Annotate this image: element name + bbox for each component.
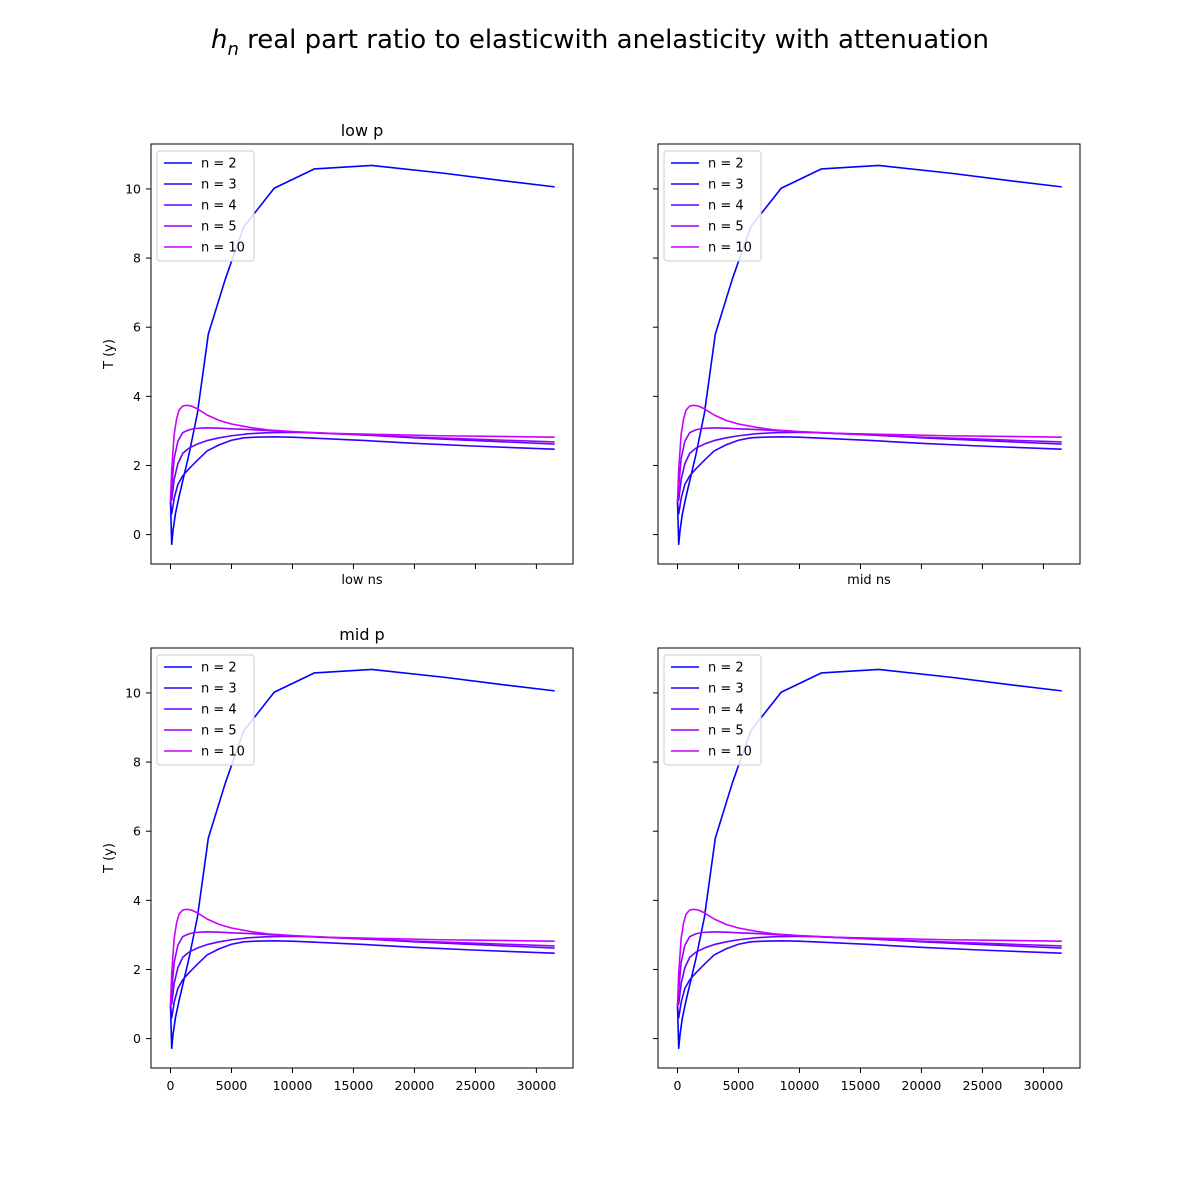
x-tick-label: 5000 bbox=[723, 1078, 755, 1093]
figure-title-subscript: n bbox=[227, 39, 238, 60]
legend: n = 2 n = 3 n = 4 n = 5 n = 10 bbox=[156, 150, 255, 262]
series-line-1 bbox=[169, 164, 555, 546]
legend-label: n = 10 bbox=[708, 745, 752, 760]
series-line-3 bbox=[676, 431, 1062, 503]
x-tick-label: 0 bbox=[674, 1078, 682, 1093]
x-tick-label: 20000 bbox=[902, 1078, 942, 1093]
legend-label: n = 2 bbox=[201, 157, 237, 172]
legend-label: n = 3 bbox=[708, 682, 744, 697]
y-tick-label: 8 bbox=[133, 755, 141, 770]
legend-label: n = 2 bbox=[708, 157, 744, 172]
x-axis-label: low ns bbox=[341, 573, 383, 588]
legend-label: n = 2 bbox=[708, 661, 744, 676]
y-tick-label: 2 bbox=[133, 962, 141, 977]
legend: n = 2 n = 3 n = 4 n = 5 n = 10 bbox=[663, 150, 762, 262]
legend-label: n = 4 bbox=[708, 199, 744, 214]
series-line-1 bbox=[676, 668, 1062, 1050]
legend-label: n = 10 bbox=[201, 241, 245, 256]
y-axis-label: T (y) bbox=[102, 339, 117, 370]
x-tick-label: 15000 bbox=[841, 1078, 881, 1093]
subplot-3: 0 5000 10000 15000 20000 25000 30000 0 2 4 6 8 10 mid… bbox=[102, 625, 574, 1093]
subplot-2: mid ns n = 2 n = 3 n = 4 n = 5 n = 10 bbox=[653, 143, 1081, 588]
subplot-title: mid p bbox=[339, 625, 384, 644]
series-line-2 bbox=[676, 939, 1062, 1019]
y-tick-label: 10 bbox=[125, 685, 141, 700]
series-line-3 bbox=[676, 935, 1062, 1007]
series-line-4 bbox=[169, 930, 555, 1006]
y-tick-label: 6 bbox=[133, 824, 141, 839]
legend-box bbox=[156, 150, 255, 262]
legend-label: n = 4 bbox=[708, 703, 744, 718]
legend-label: n = 3 bbox=[201, 178, 237, 193]
legend-label: n = 4 bbox=[201, 703, 237, 718]
plot-area bbox=[676, 668, 1062, 1050]
x-tick-label: 15000 bbox=[334, 1078, 374, 1093]
x-tick-label: 10000 bbox=[273, 1078, 313, 1093]
series-line-2 bbox=[169, 435, 555, 515]
figure-title-symbol: h bbox=[211, 25, 227, 55]
subplot-title: low p bbox=[341, 121, 384, 140]
series-line-1 bbox=[676, 164, 1062, 546]
legend-label: n = 5 bbox=[708, 220, 744, 235]
legend-label: n = 10 bbox=[201, 745, 245, 760]
plot-area bbox=[676, 164, 1062, 546]
series-line-4 bbox=[676, 930, 1062, 1006]
x-tick-label: 5000 bbox=[216, 1078, 248, 1093]
x-tick-label: 20000 bbox=[395, 1078, 435, 1093]
axes-frame bbox=[150, 647, 574, 1069]
x-tick-label: 0 bbox=[167, 1078, 175, 1093]
subplot-4: 0 5000 10000 15000 20000 25000 30000 n = 2 n = 3… bbox=[653, 647, 1081, 1093]
y-tick-label: 2 bbox=[133, 458, 141, 473]
legend-label: n = 5 bbox=[201, 220, 237, 235]
series-line-5 bbox=[676, 908, 1062, 1006]
axes-frame bbox=[150, 143, 574, 565]
x-tick-label: 25000 bbox=[963, 1078, 1003, 1093]
y-tick-label: 4 bbox=[133, 389, 141, 404]
x-axis-label: mid ns bbox=[847, 573, 891, 588]
series-line-5 bbox=[169, 404, 555, 502]
legend-box bbox=[663, 150, 762, 262]
axes-frame bbox=[657, 143, 1081, 565]
x-tick-label: 25000 bbox=[456, 1078, 496, 1093]
plot-area bbox=[169, 668, 555, 1050]
series-line-3 bbox=[169, 935, 555, 1007]
legend-label: n = 2 bbox=[201, 661, 237, 676]
series-line-4 bbox=[676, 426, 1062, 502]
axes-frame bbox=[657, 647, 1081, 1069]
legend-label: n = 4 bbox=[201, 199, 237, 214]
y-tick-label: 8 bbox=[133, 251, 141, 266]
legend: n = 2 n = 3 n = 4 n = 5 n = 10 bbox=[156, 654, 255, 766]
legend-label: n = 3 bbox=[708, 178, 744, 193]
series-line-3 bbox=[169, 431, 555, 503]
y-tick-label: 10 bbox=[125, 181, 141, 196]
x-tick-label: 30000 bbox=[517, 1078, 557, 1093]
legend: n = 2 n = 3 n = 4 n = 5 n = 10 bbox=[663, 654, 762, 766]
legend-label: n = 3 bbox=[201, 682, 237, 697]
series-line-5 bbox=[676, 404, 1062, 502]
series-line-2 bbox=[676, 435, 1062, 515]
y-tick-label: 6 bbox=[133, 320, 141, 335]
figure-title-text: real part ratio to elasticwith anelastic… bbox=[239, 25, 989, 55]
y-axis-label: T (y) bbox=[102, 843, 117, 874]
y-tick-label: 0 bbox=[133, 527, 141, 542]
series-line-4 bbox=[169, 426, 555, 502]
x-tick-label: 30000 bbox=[1024, 1078, 1064, 1093]
legend-label: n = 5 bbox=[708, 724, 744, 739]
plot-area bbox=[169, 164, 555, 546]
legend-box bbox=[156, 654, 255, 766]
y-tick-label: 0 bbox=[133, 1031, 141, 1046]
x-tick-label: 10000 bbox=[780, 1078, 820, 1093]
legend-label: n = 10 bbox=[708, 241, 752, 256]
y-tick-label: 4 bbox=[133, 893, 141, 908]
legend-box bbox=[663, 654, 762, 766]
series-line-1 bbox=[169, 668, 555, 1050]
series-line-5 bbox=[169, 908, 555, 1006]
legend-label: n = 5 bbox=[201, 724, 237, 739]
figure-title: hn real part ratio to elasticwith anelas… bbox=[211, 25, 989, 60]
series-line-2 bbox=[169, 939, 555, 1019]
